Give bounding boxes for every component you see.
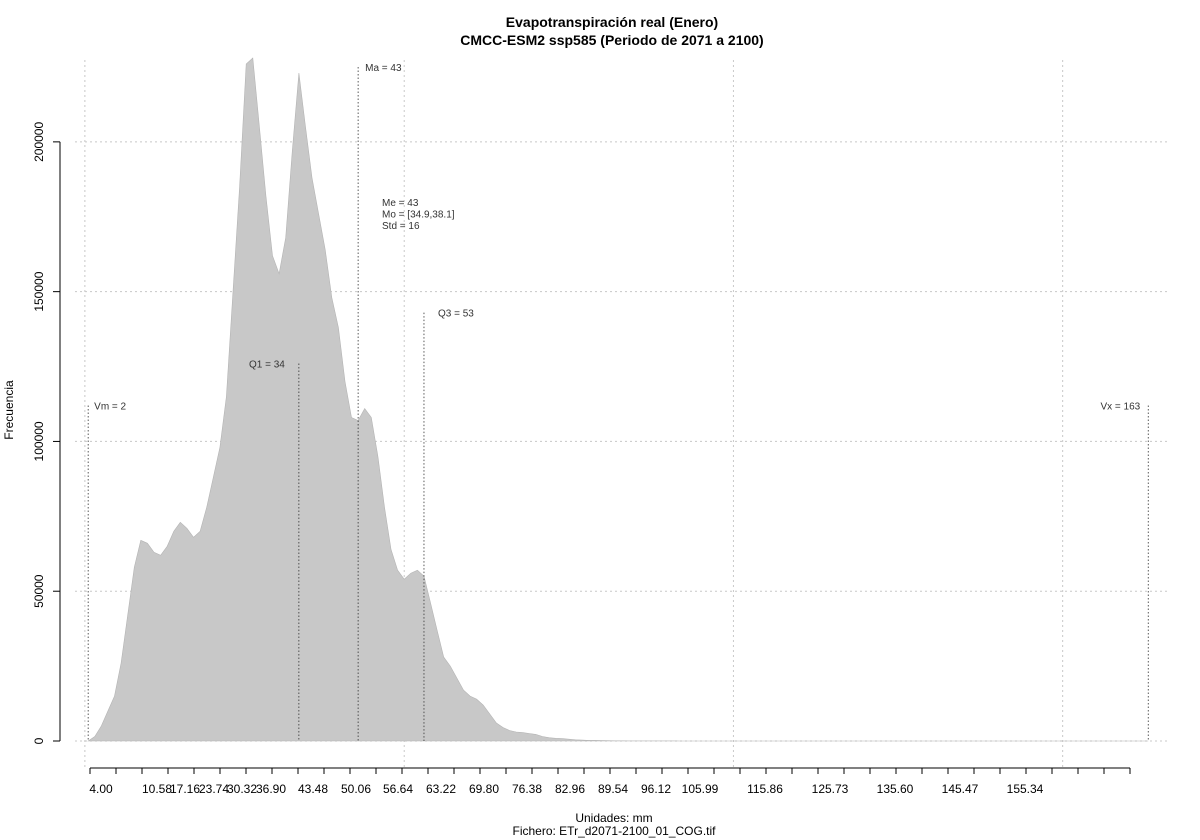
y-axis-label: Frecuencia (2, 380, 16, 440)
marker-label-vm: Vm = 2 (94, 401, 126, 412)
x-tick-label: 36.90 (256, 782, 286, 796)
x-tick-label: 89.54 (598, 782, 628, 796)
x-tick-label: 30.32 (227, 782, 257, 796)
marker-lines: Vm = 2 Q1 = 34 Ma = 43 Q3 = 53 Vx = 163 (87, 63, 1149, 741)
x-tick-label: 23.74 (199, 782, 229, 796)
y-tick-label: 200000 (32, 122, 46, 162)
chart-subtitle: CMCC-ESM2 ssp585 (Periodo de 2071 a 2100… (460, 32, 763, 48)
marker-label-vx: Vx = 163 (1100, 401, 1140, 412)
x-tick-label: 4.00 (89, 782, 113, 796)
x-tick-label: 69.80 (469, 782, 499, 796)
file-caption: Fichero: ETr_d2071-2100_01_COG.tif (513, 824, 717, 838)
x-tick-label: 145.47 (942, 782, 979, 796)
marker-label-q3: Q3 = 53 (438, 309, 474, 320)
stat-line: Me = 43 (382, 198, 419, 209)
x-tick-label: 63.22 (426, 782, 456, 796)
y-tick-label: 50000 (32, 574, 46, 608)
x-tick-label: 135.60 (877, 782, 914, 796)
x-tick-label: 10.58 (142, 782, 172, 796)
y-axis: 0 50000 100000 150000 200000 (32, 122, 61, 744)
marker-label-q1: Q1 = 34 (249, 360, 285, 371)
x-tick-label: 115.86 (747, 782, 783, 796)
x-tick-label: 155.34 (1007, 782, 1044, 796)
y-tick-label: 0 (32, 737, 46, 744)
stat-line: Mo = [34.9,38.1] (382, 210, 455, 221)
y-tick-label: 150000 (32, 271, 46, 311)
x-tick-label: 56.64 (383, 782, 413, 796)
x-tick-label: 105.99 (682, 782, 719, 796)
x-tick-label: 50.06 (341, 782, 371, 796)
x-tick-label: 82.96 (555, 782, 585, 796)
x-tick-label: 76.38 (512, 782, 542, 796)
x-tick-label: 17.16 (170, 782, 200, 796)
y-tick-label: 100000 (32, 421, 46, 461)
x-tick-label: 43.48 (298, 782, 328, 796)
density-area (87, 57, 1149, 742)
stat-line: Std = 16 (382, 221, 420, 232)
x-tick-label: 96.12 (641, 782, 671, 796)
x-tick-label: 125.73 (812, 782, 849, 796)
marker-label-ma: Ma = 43 (365, 63, 402, 74)
chart-title: Evapotranspiración real (Enero) (506, 14, 718, 30)
x-axis-label: Unidades: mm (575, 811, 652, 825)
